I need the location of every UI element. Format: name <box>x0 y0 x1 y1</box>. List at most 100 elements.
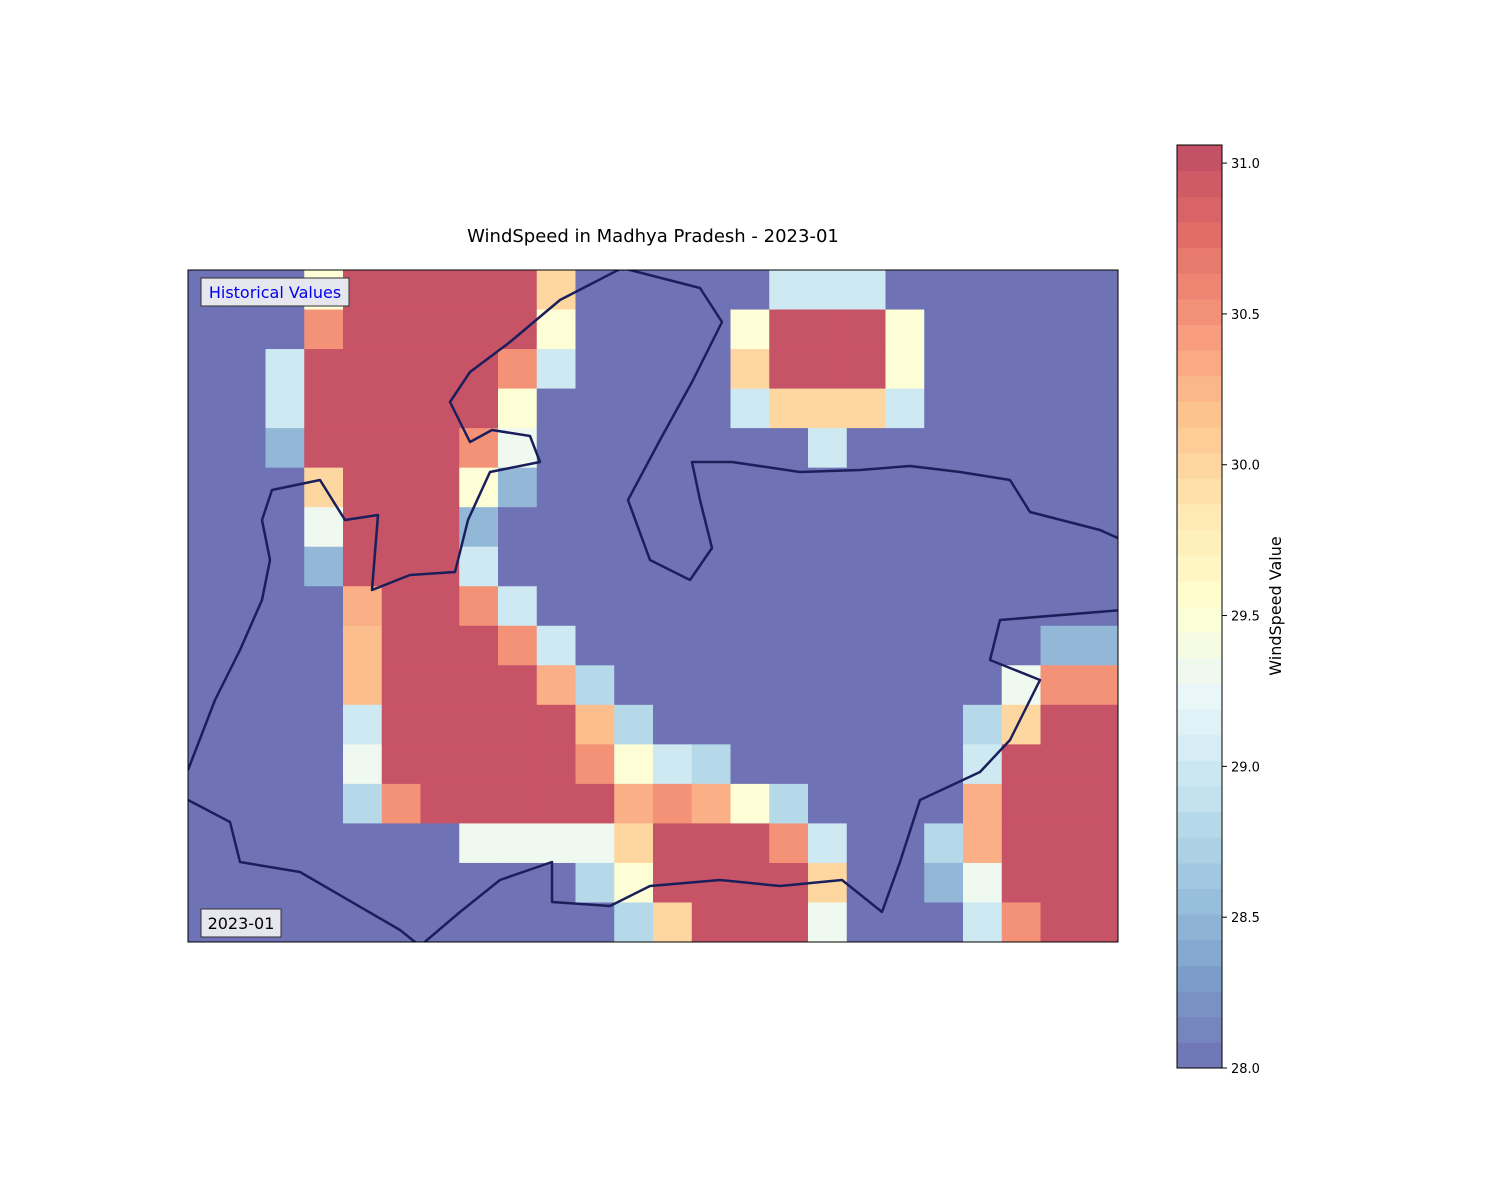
heatmap-cell <box>963 428 1003 469</box>
heatmap-cell <box>536 467 576 508</box>
heatmap-cell <box>614 665 654 706</box>
heatmap-cell <box>1001 783 1041 824</box>
heatmap-cell <box>459 823 499 864</box>
heatmap-cell <box>343 744 383 785</box>
heatmap-cell <box>885 349 925 390</box>
heatmap-cell <box>846 862 886 903</box>
heatmap-cell <box>769 586 809 627</box>
heatmap-cell <box>304 862 344 903</box>
heatmap-cell <box>536 862 576 903</box>
heatmap-cell <box>265 665 305 706</box>
heatmap-cell <box>730 349 770 390</box>
heatmap-cell <box>536 428 576 469</box>
heatmap-cell <box>265 428 305 469</box>
colorbar-swatch <box>1177 837 1222 864</box>
heatmap-cell <box>653 586 693 627</box>
heatmap-cell <box>653 467 693 508</box>
heatmap-cell <box>381 625 421 666</box>
heatmap-cell <box>653 270 693 311</box>
heatmap-cell <box>536 309 576 350</box>
heatmap-cell <box>769 467 809 508</box>
colorbar-swatch <box>1177 632 1222 659</box>
heatmap-cell <box>575 586 615 627</box>
heatmap-cell <box>924 349 964 390</box>
heatmap-cell <box>188 823 228 864</box>
heatmap-cell <box>304 665 344 706</box>
heatmap-cell <box>304 902 344 943</box>
colorbar-swatch <box>1177 785 1222 813</box>
heatmap-cell <box>265 546 305 587</box>
heatmap-cell <box>614 428 654 469</box>
heatmap-cell <box>343 704 383 745</box>
heatmap-cell <box>498 823 538 864</box>
heatmap-cell <box>691 388 731 429</box>
heatmap-cell <box>1001 428 1041 469</box>
heatmap-cell <box>304 309 344 350</box>
colorbar-swatch <box>1177 683 1222 710</box>
heatmap-cell <box>1001 388 1041 429</box>
heatmap-cell <box>498 507 538 548</box>
heatmap-cell <box>459 902 499 943</box>
heatmap-cell <box>188 625 228 666</box>
heatmap-cell <box>381 665 421 706</box>
heatmap-cell <box>1001 902 1041 943</box>
heatmap-cell <box>304 704 344 745</box>
heatmap-cell <box>924 862 964 903</box>
heatmap-cell <box>459 625 499 666</box>
heatmap-cell <box>1040 507 1080 548</box>
heatmap-cell <box>381 586 421 627</box>
colorbar-swatch <box>1177 811 1222 838</box>
colorbar-swatch <box>1177 375 1222 402</box>
heatmap-cell <box>1001 309 1041 350</box>
heatmap-cell <box>730 783 770 824</box>
heatmap-cell <box>226 388 266 429</box>
heatmap-cell <box>885 586 925 627</box>
heatmap-cell <box>1040 428 1080 469</box>
heatmap-cell <box>1040 862 1080 903</box>
heatmap-cell <box>924 546 964 587</box>
colorbar-swatch <box>1177 555 1222 582</box>
heatmap-cell <box>614 349 654 390</box>
heatmap-cell <box>536 744 576 785</box>
colorbar-swatch <box>1177 478 1222 505</box>
heatmap-cell <box>846 783 886 824</box>
heatmap-cell <box>691 783 731 824</box>
heatmap-cell <box>1040 349 1080 390</box>
heatmap-cell <box>885 507 925 548</box>
heatmap-cell <box>498 704 538 745</box>
heatmap-cell <box>730 546 770 587</box>
heatmap-cell <box>304 546 344 587</box>
heatmap-cell <box>536 823 576 864</box>
heatmap-cell <box>808 665 848 706</box>
heatmap-cell <box>808 744 848 785</box>
heatmap-cell <box>808 467 848 508</box>
heatmap-cell <box>381 823 421 864</box>
heatmap-cell <box>769 783 809 824</box>
heatmap-cell <box>226 783 266 824</box>
heatmap-cell <box>924 270 964 311</box>
heatmap-cell <box>498 467 538 508</box>
colorbar-swatch <box>1177 760 1222 787</box>
heatmap-cell <box>885 625 925 666</box>
colorbar-swatch <box>1177 273 1222 300</box>
colorbar-swatch <box>1177 427 1222 454</box>
colorbar-swatch <box>1177 298 1222 325</box>
heatmap-cell <box>575 349 615 390</box>
heatmap-cell <box>420 270 460 311</box>
heatmap-cell <box>381 704 421 745</box>
heatmap-cell <box>924 665 964 706</box>
heatmap-cell <box>381 270 421 311</box>
colorbar-swatch <box>1177 734 1222 761</box>
heatmap-cell <box>575 862 615 903</box>
heatmap-cell <box>808 507 848 548</box>
heatmap-cell <box>885 665 925 706</box>
colorbar-swatch <box>1177 529 1222 556</box>
heatmap-cell <box>498 309 538 350</box>
heatmap-cell <box>808 586 848 627</box>
heatmap-cell <box>1079 902 1119 943</box>
heatmap-cell <box>420 744 460 785</box>
heatmap-cell <box>420 349 460 390</box>
heatmap-cell <box>924 823 964 864</box>
heatmap-cell <box>343 823 383 864</box>
heatmap-cell <box>226 467 266 508</box>
